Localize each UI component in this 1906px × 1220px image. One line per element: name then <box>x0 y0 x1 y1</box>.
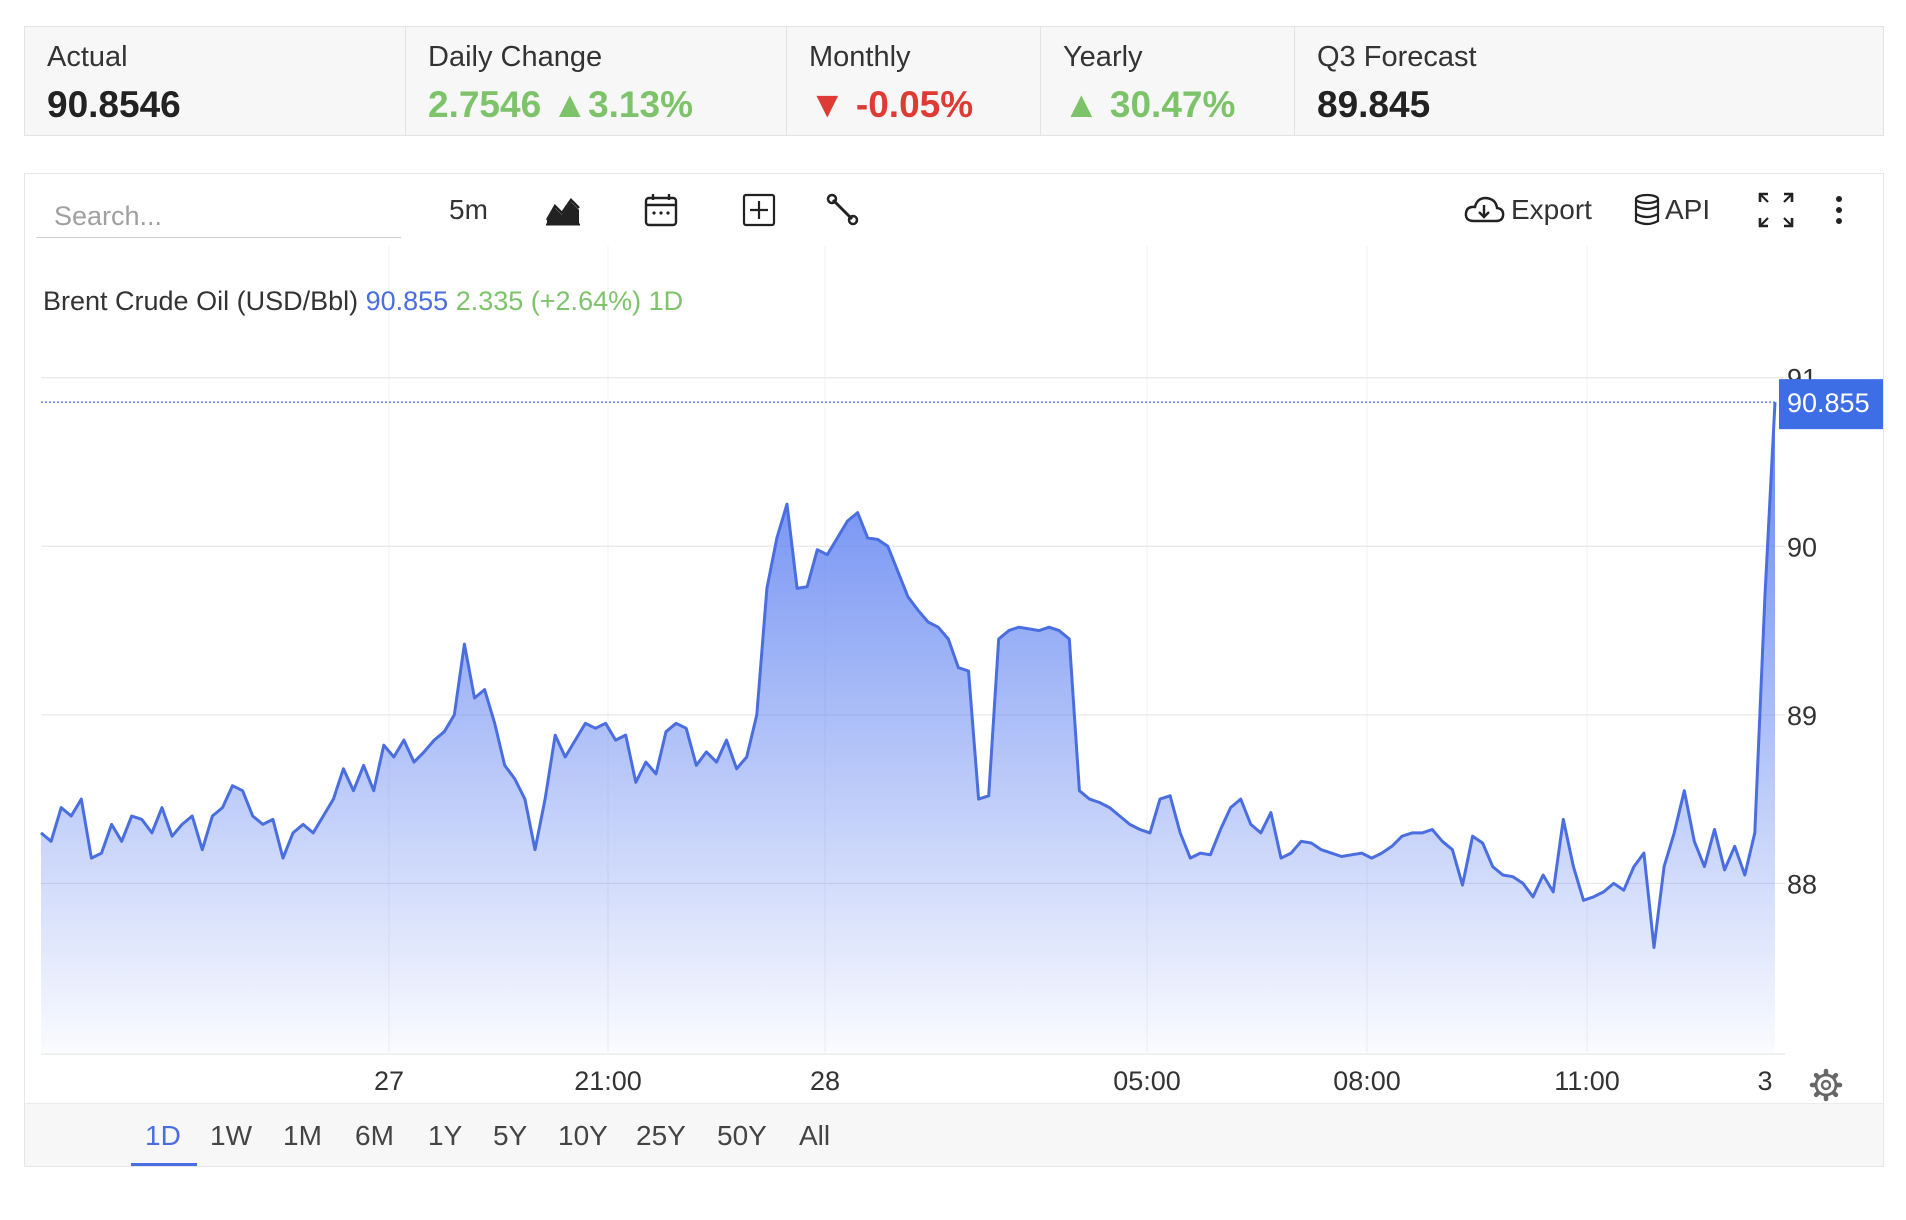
compare-button[interactable] <box>741 188 777 232</box>
last-price-label: 90.855 <box>1787 388 1870 418</box>
settings-tools-button[interactable] <box>825 188 861 232</box>
range-button[interactable]: All <box>799 1120 831 1151</box>
interval-label: 5m <box>449 194 488 225</box>
y-tick-label: 88 <box>1787 869 1817 899</box>
range-button[interactable]: 1M <box>283 1120 322 1151</box>
range-button[interactable]: 5Y <box>493 1120 528 1151</box>
stat-label: Daily Change <box>428 41 603 73</box>
more-options-button[interactable] <box>1833 188 1845 232</box>
range-button[interactable]: 6M <box>355 1120 394 1151</box>
stat-number: 89.845 <box>1317 84 1431 125</box>
triangle-down-icon: ▼ <box>809 84 846 125</box>
fullscreen-button[interactable] <box>1757 188 1795 232</box>
plus-square-icon <box>742 193 776 227</box>
chart-legend: Brent Crude Oil (USD/Bbl) 90.855 2.335 (… <box>43 286 683 317</box>
fullscreen-icon <box>1758 192 1794 228</box>
triangle-up-icon: ▲ <box>1063 84 1100 125</box>
range-button[interactable]: 25Y <box>636 1120 686 1151</box>
calendar-icon <box>644 194 678 227</box>
legend-name: Brent Crude Oil (USD/Bbl) <box>43 286 359 316</box>
active-range-underline <box>131 1163 197 1166</box>
stat-value: 2.7546 ▲3.13% <box>428 84 786 126</box>
cloud-download-icon <box>1464 196 1505 223</box>
x-tick-label: 21:00 <box>574 1066 642 1096</box>
stat-value: 90.8546 <box>47 84 405 126</box>
stat-q3-forecast: Q3 Forecast 89.845 <box>1295 27 1883 135</box>
stat-percent: 3.13% <box>588 84 693 125</box>
stat-number: 90.8546 <box>47 84 181 125</box>
stat-value: 89.845 <box>1317 84 1883 126</box>
api-button[interactable]: API <box>1633 188 1710 232</box>
x-tick-label: 28 <box>810 1066 840 1096</box>
stat-label: Q3 Forecast <box>1317 41 1477 73</box>
stat-value: ▲ 30.47% <box>1063 84 1294 126</box>
x-tick-label: 3 <box>1757 1066 1772 1096</box>
database-icon <box>1634 193 1660 226</box>
stat-yearly: Yearly ▲ 30.47% <box>1041 27 1295 135</box>
x-tick-label: 08:00 <box>1333 1066 1401 1096</box>
price-area <box>41 402 1775 1052</box>
stat-percent: -0.05% <box>855 84 974 125</box>
last-price-tag <box>1779 379 1883 430</box>
stat-number: 2.7546 <box>428 84 542 125</box>
range-button[interactable]: 1Y <box>428 1120 463 1151</box>
chart-panel: 88 89 90 91 90.855 27 21:00 28 05:00 08:00 11:00 3 … <box>24 173 1884 1167</box>
x-tick-label: 11:00 <box>1554 1066 1620 1096</box>
export-label: Export <box>1511 194 1592 225</box>
more-vertical-icon <box>1836 196 1842 224</box>
price-line <box>40 402 1777 949</box>
range-button[interactable]: 10Y <box>558 1120 608 1151</box>
legend-period: 1D <box>648 286 684 316</box>
search-input[interactable] <box>36 196 401 238</box>
legend-change: 2.335 (+2.64%) <box>455 286 642 316</box>
stat-actual: Actual 90.8546 <box>25 27 406 135</box>
x-tick-label: 27 <box>374 1066 404 1096</box>
api-label: API <box>1665 194 1711 225</box>
stat-percent: 30.47% <box>1109 84 1236 125</box>
chart-toolbar: 5m <box>25 174 1883 246</box>
area-chart-icon <box>545 198 580 226</box>
gear-icon[interactable] <box>1809 1068 1843 1102</box>
stat-monthly: Monthly ▼ -0.05% <box>787 27 1041 135</box>
date-range-button[interactable] <box>643 188 679 232</box>
range-button[interactable]: 1D <box>145 1120 181 1151</box>
range-button[interactable]: 50Y <box>717 1120 767 1151</box>
y-tick-label: 90 <box>1787 532 1817 562</box>
chart-type-button[interactable] <box>545 188 581 232</box>
stat-label: Actual <box>47 41 128 73</box>
range-button[interactable]: 1W <box>210 1120 252 1151</box>
stat-label: Monthly <box>809 41 911 73</box>
triangle-up-icon: ▲ <box>551 84 589 125</box>
export-button[interactable]: Export <box>1463 188 1592 232</box>
stat-daily-change: Daily Change 2.7546 ▲3.13% <box>406 27 787 135</box>
stats-strip: Actual 90.8546 Daily Change 2.7546 ▲3.13… <box>24 26 1884 136</box>
y-tick-label: 89 <box>1787 701 1817 731</box>
stat-label: Yearly <box>1063 41 1143 73</box>
wrench-icon <box>826 193 859 226</box>
range-selector: 1D 1W 1M 6M 1Y 5Y 10Y 25Y 50Y All <box>25 1103 1883 1166</box>
x-tick-label: 05:00 <box>1113 1066 1181 1096</box>
legend-last-price: 90.855 <box>365 286 449 316</box>
interval-button[interactable]: 5m <box>449 188 488 232</box>
stat-value: ▼ -0.05% <box>809 84 1040 126</box>
